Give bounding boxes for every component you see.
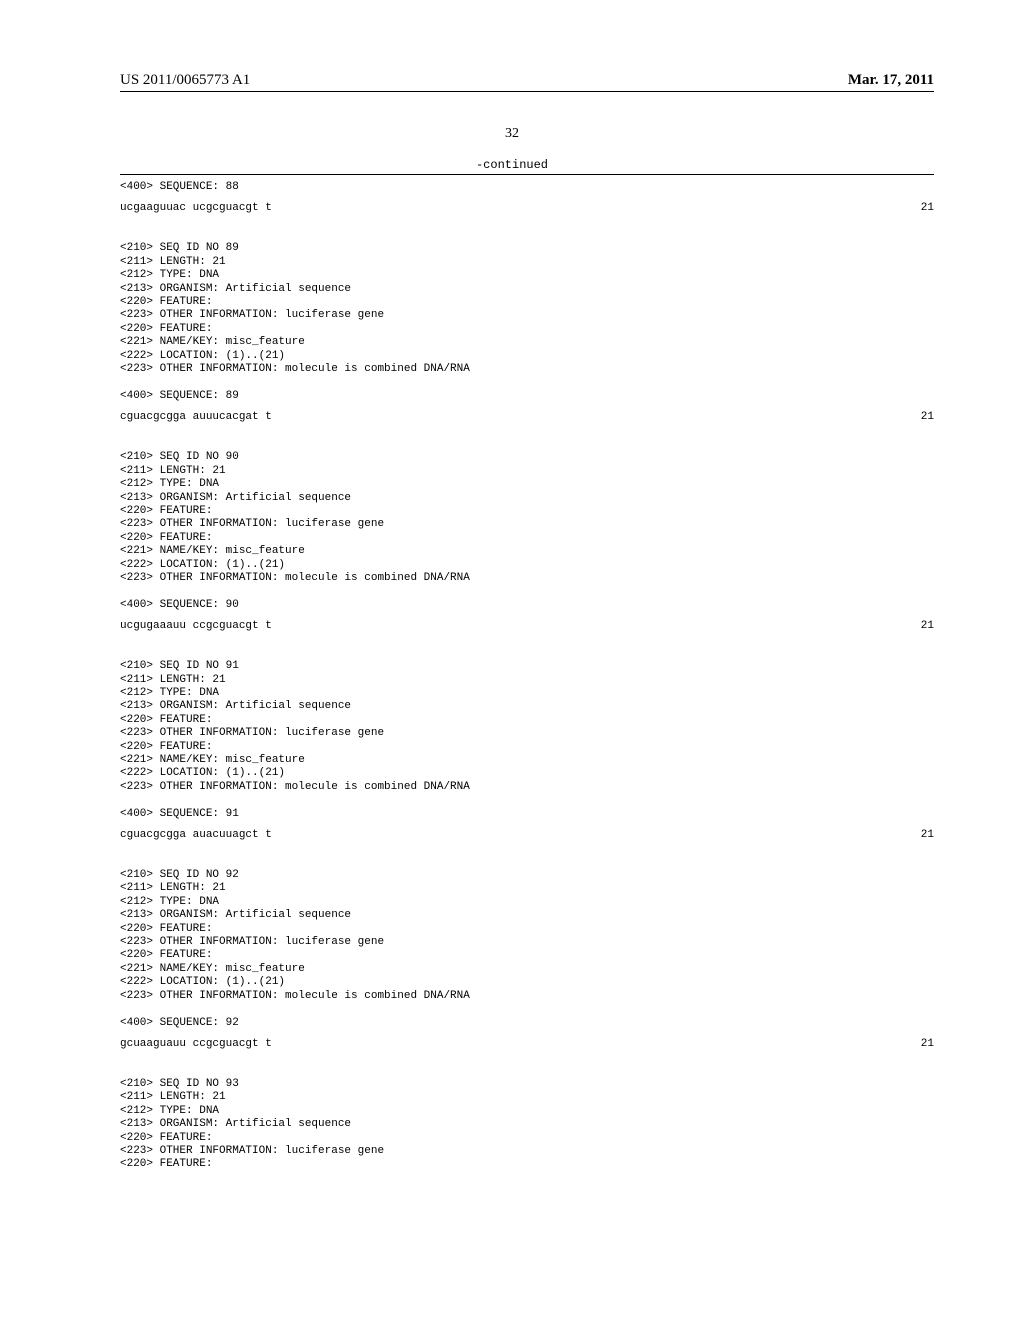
sequence-length: 21 bbox=[921, 1038, 934, 1050]
spacer bbox=[0, 1064, 1024, 1072]
sequence-row: cguacgcgga auuucacgat t 21 bbox=[120, 411, 934, 423]
sequence-length: 21 bbox=[921, 620, 934, 632]
spacer bbox=[0, 612, 1024, 620]
sequence-text: cguacgcgga auacuuagct t bbox=[120, 829, 272, 841]
spacer bbox=[0, 646, 1024, 654]
spacer bbox=[0, 855, 1024, 863]
publication-number: US 2011/0065773 A1 bbox=[120, 72, 250, 89]
sequence-length: 21 bbox=[921, 202, 934, 214]
page-number: 32 bbox=[0, 126, 1024, 142]
spacer bbox=[0, 1050, 1024, 1064]
sequence-row: ucgugaaauu ccgcguacgt t 21 bbox=[120, 620, 934, 632]
sequence-row: cguacgcgga auacuuagct t 21 bbox=[120, 829, 934, 841]
sequence-row: gcuaaguauu ccgcguacgt t 21 bbox=[120, 1038, 934, 1050]
spacer bbox=[0, 437, 1024, 445]
spacer bbox=[0, 423, 1024, 437]
spacer bbox=[0, 403, 1024, 411]
spacer bbox=[0, 632, 1024, 646]
sequence-listing: <400> SEQUENCE: 88 ucgaaguuac ucgcguacgt … bbox=[0, 181, 1024, 1172]
sequence-text: gcuaaguauu ccgcguacgt t bbox=[120, 1038, 272, 1050]
sequence-length: 21 bbox=[921, 829, 934, 841]
sequence-metadata: <210> SEQ ID NO 90 <211> LENGTH: 21 <212… bbox=[120, 451, 934, 612]
sequence-metadata: <210> SEQ ID NO 93 <211> LENGTH: 21 <212… bbox=[120, 1078, 934, 1172]
sequence-row: ucgaaguuac ucgcguacgt t 21 bbox=[120, 202, 934, 214]
sequence-metadata: <210> SEQ ID NO 89 <211> LENGTH: 21 <212… bbox=[120, 242, 934, 403]
sequence-metadata: <210> SEQ ID NO 91 <211> LENGTH: 21 <212… bbox=[120, 660, 934, 821]
sequence-metadata: <400> SEQUENCE: 88 bbox=[120, 181, 934, 194]
spacer bbox=[0, 228, 1024, 236]
spacer bbox=[0, 214, 1024, 228]
continued-label: -continued bbox=[0, 158, 1024, 172]
spacer bbox=[0, 1030, 1024, 1038]
header-rule bbox=[120, 91, 934, 92]
sequence-metadata: <210> SEQ ID NO 92 <211> LENGTH: 21 <212… bbox=[120, 869, 934, 1030]
listing-rule bbox=[120, 174, 934, 175]
publication-date: Mar. 17, 2011 bbox=[848, 72, 934, 89]
sequence-length: 21 bbox=[921, 411, 934, 423]
spacer bbox=[0, 821, 1024, 829]
sequence-text: ucgaaguuac ucgcguacgt t bbox=[120, 202, 272, 214]
page-header: US 2011/0065773 A1 Mar. 17, 2011 bbox=[0, 0, 1024, 91]
sequence-text: ucgugaaauu ccgcguacgt t bbox=[120, 620, 272, 632]
sequence-text: cguacgcgga auuucacgat t bbox=[120, 411, 272, 423]
spacer bbox=[0, 194, 1024, 202]
spacer bbox=[0, 841, 1024, 855]
